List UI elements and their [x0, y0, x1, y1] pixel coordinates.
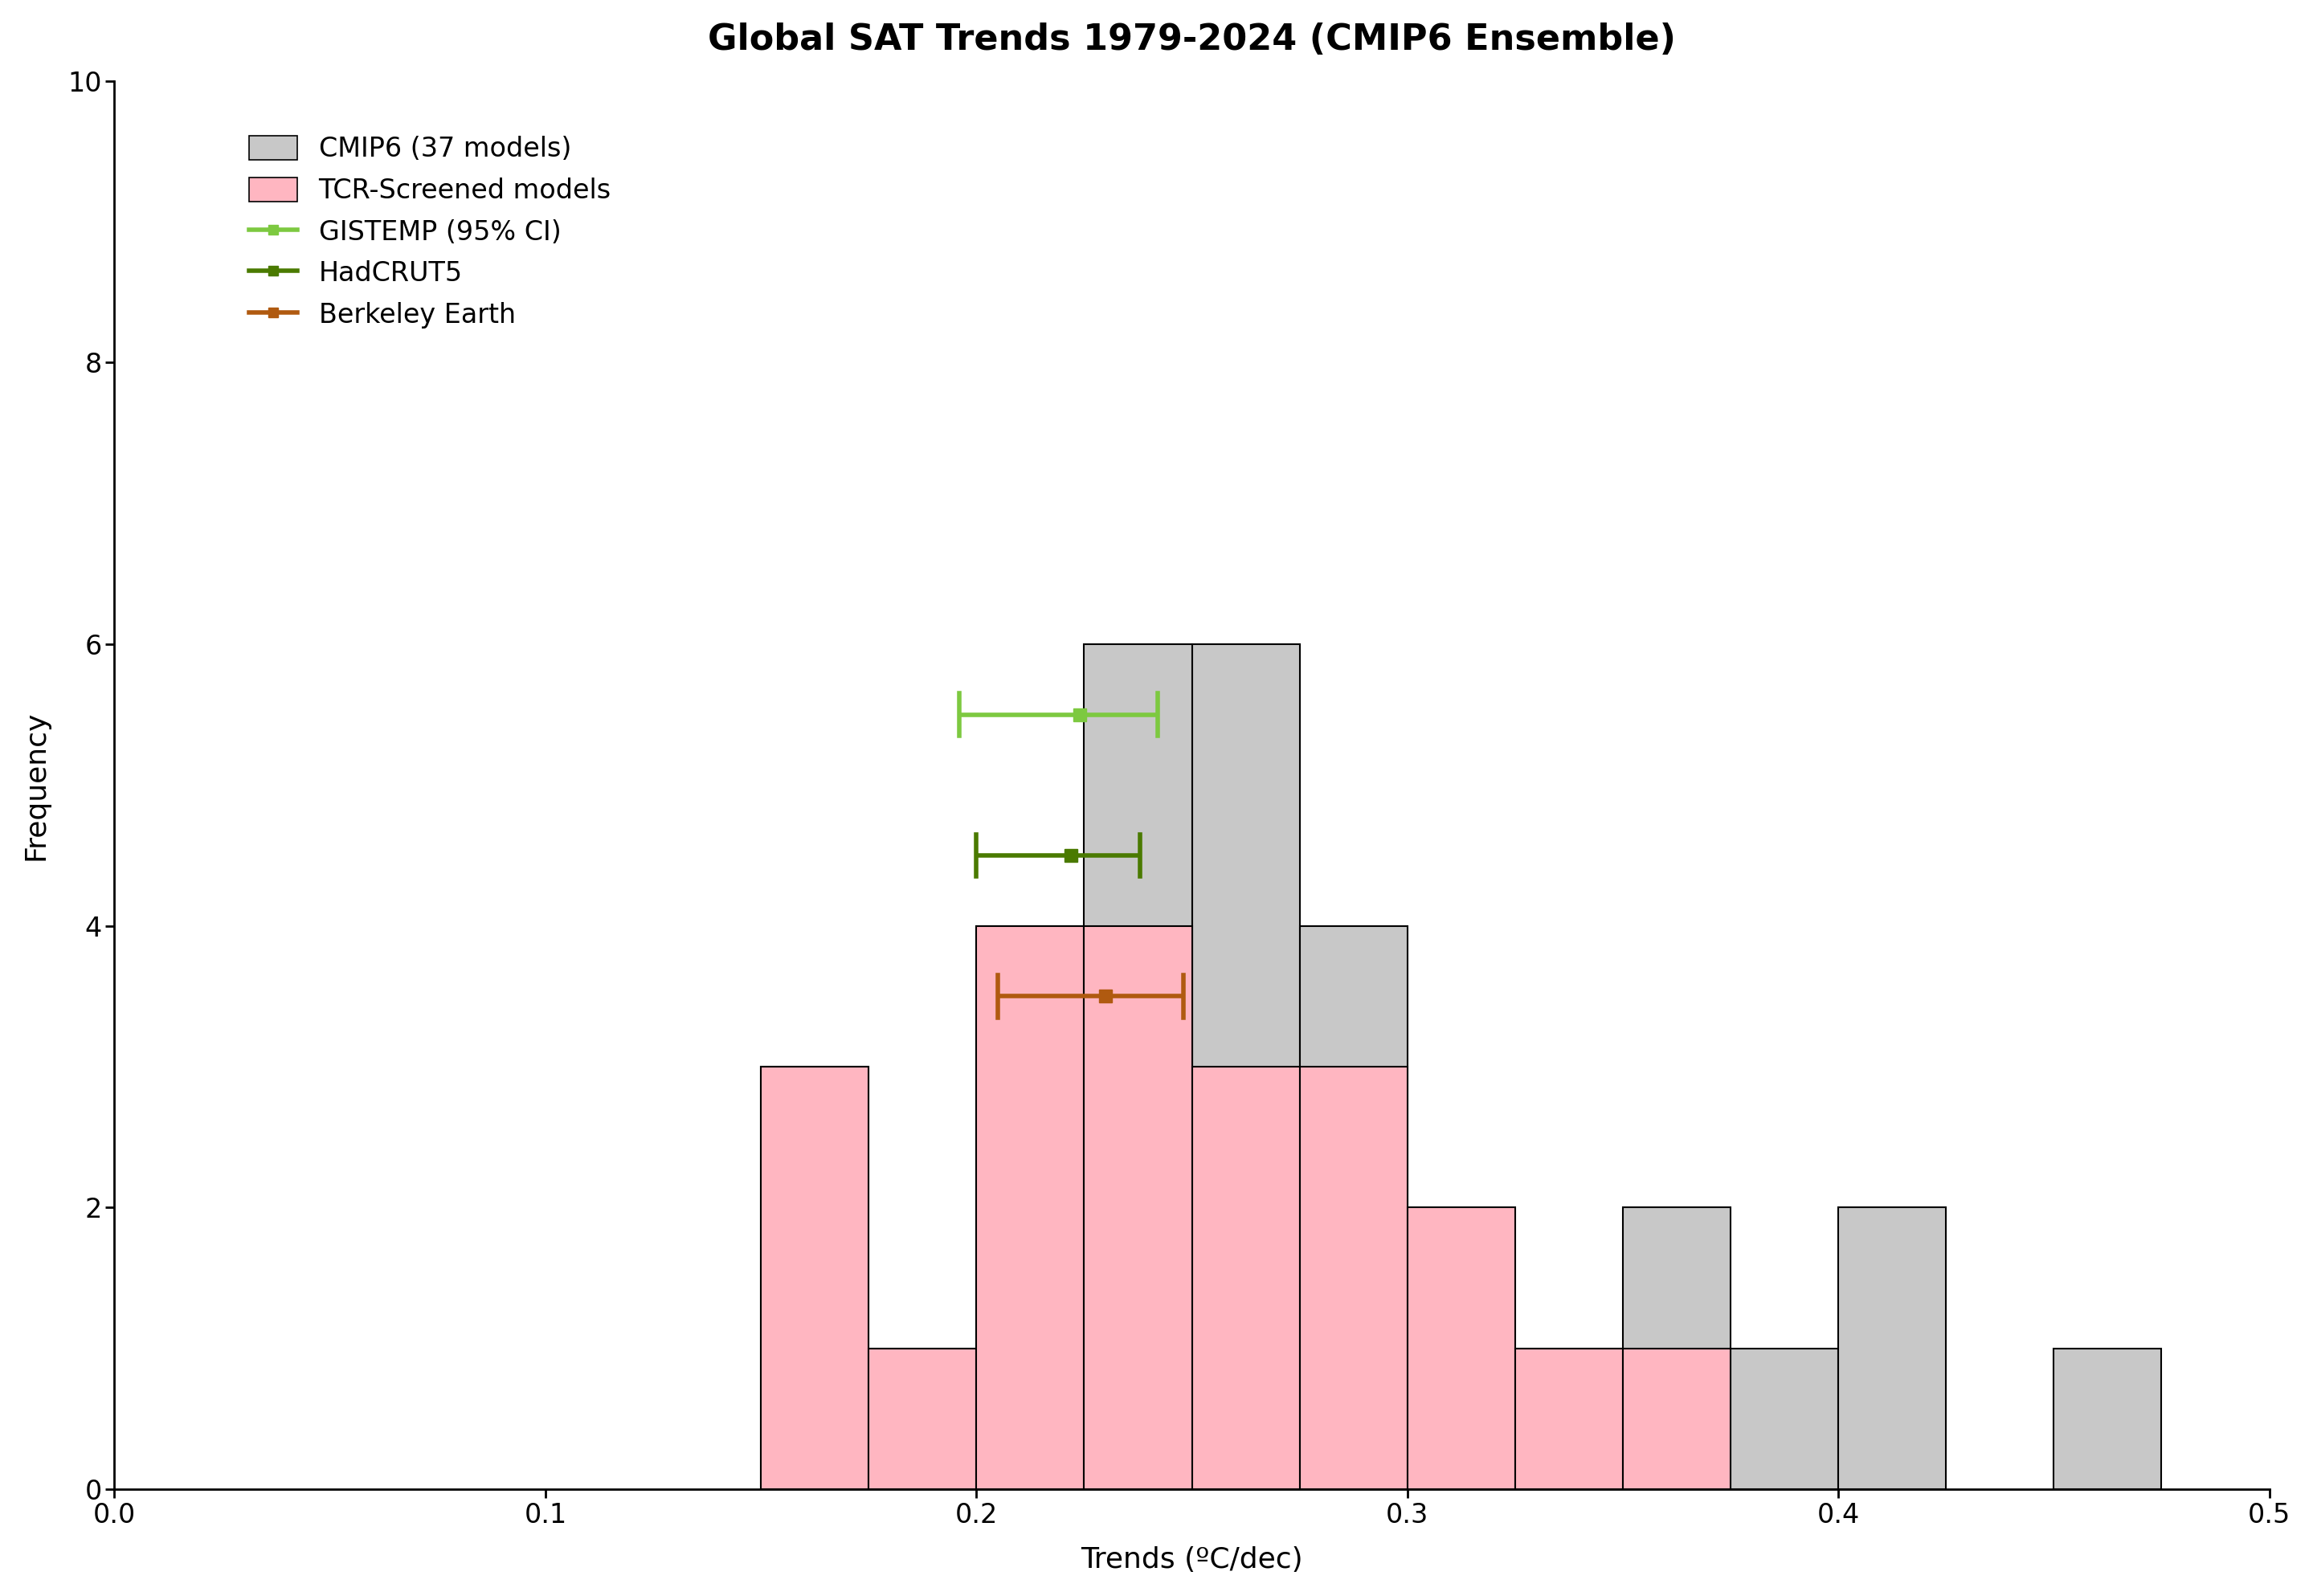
Bar — [1730, 1349, 1839, 1489]
Bar — [1085, 926, 1191, 1489]
Title: Global SAT Trends 1979-2024 (CMIP6 Ensemble): Global SAT Trends 1979-2024 (CMIP6 Ensem… — [708, 22, 1677, 57]
Bar — [976, 926, 1085, 1489]
Legend: CMIP6 (37 models), TCR-Screened models, GISTEMP (95% CI), HadCRUT5, Berkeley Ear: CMIP6 (37 models), TCR-Screened models, … — [236, 123, 625, 342]
Bar — [1515, 1349, 1624, 1489]
Bar — [976, 926, 1085, 1489]
Bar — [2054, 1349, 2163, 1489]
Bar — [1839, 1208, 1945, 1489]
Bar — [1191, 645, 1300, 1489]
X-axis label: Trends (ºC/dec): Trends (ºC/dec) — [1080, 1547, 1302, 1574]
Bar — [870, 1349, 976, 1489]
Bar — [1300, 1066, 1406, 1489]
Bar — [1085, 645, 1191, 1489]
Bar — [1406, 1208, 1515, 1489]
Bar — [761, 1066, 870, 1489]
Bar — [1624, 1208, 1730, 1489]
Bar — [1515, 1349, 1624, 1489]
Bar — [761, 1066, 870, 1489]
Y-axis label: Frequency: Frequency — [23, 710, 49, 860]
Bar — [1300, 926, 1406, 1489]
Bar — [870, 1349, 976, 1489]
Bar — [1624, 1349, 1730, 1489]
Bar — [1191, 1066, 1300, 1489]
